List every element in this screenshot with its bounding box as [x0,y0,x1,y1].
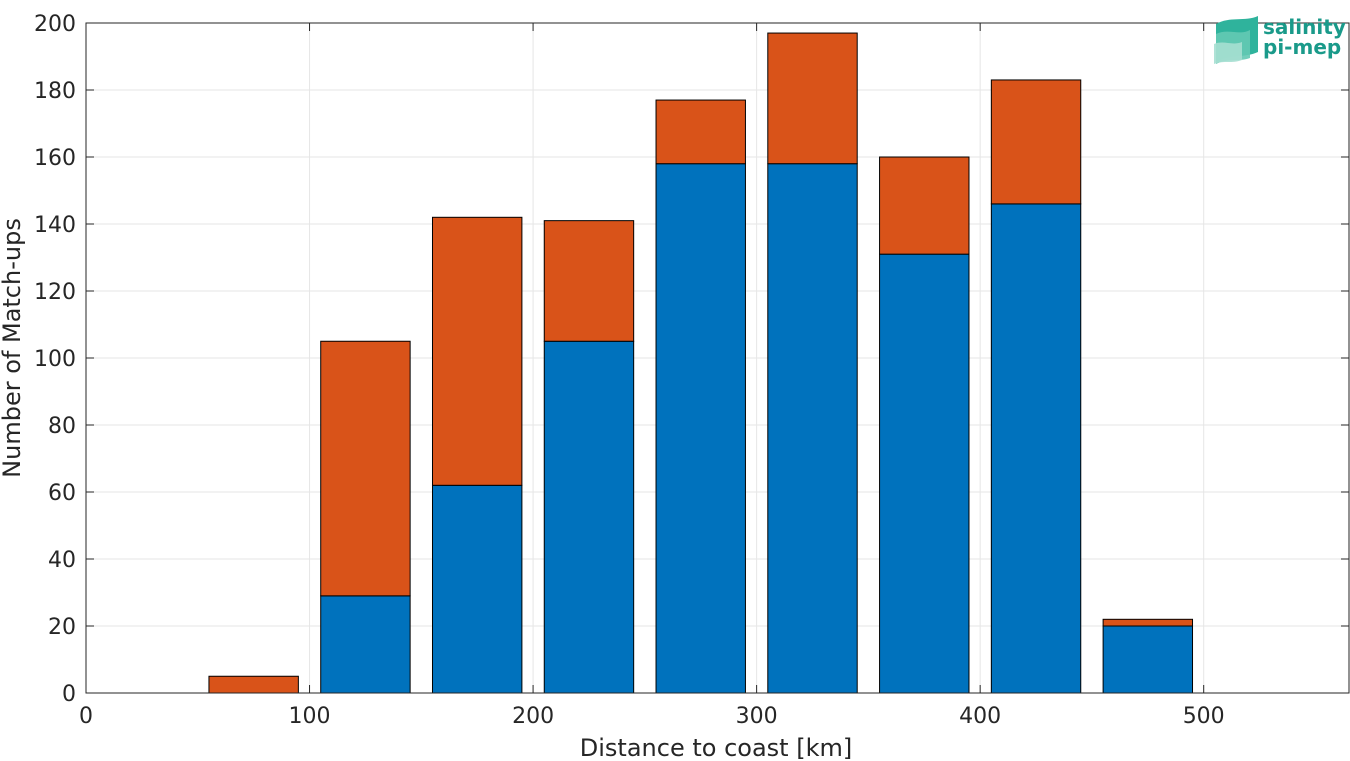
y-tick-label-40: 40 [48,548,76,573]
x-axis-label: Distance to coast [km] [580,734,852,761]
axes [85,22,1350,694]
x-tick-label-100: 100 [289,704,331,729]
y-axis-label: Number of Match-ups [0,218,26,478]
logo-line2: pi-mep [1263,35,1341,59]
bars [208,32,1194,694]
y-tick-label-100: 100 [34,347,76,372]
bar-series1-275 [655,163,746,694]
waves-icon [1214,16,1258,64]
bar-series1-175 [431,484,523,694]
bar-series1-125 [320,595,411,694]
bar-series2-325 [767,32,858,165]
y-tick-label-120: 120 [34,280,76,305]
bar-series2-225 [543,220,635,342]
logo-line1: salinity [1263,15,1346,39]
bar-series2-375 [879,156,970,255]
y-tick-label-160: 160 [34,146,76,171]
y-tick-label-80: 80 [48,414,76,439]
y-tick-label-0: 0 [62,682,76,707]
bar-series1-225 [543,340,635,694]
bar-series1-325 [767,163,858,694]
x-tick-label-500: 500 [1183,704,1225,729]
x-tick-label-400: 400 [959,704,1001,729]
x-tick-label-300: 300 [736,704,778,729]
bar-series2-75 [208,675,299,694]
bar-series2-125 [320,340,411,597]
x-tick-label-200: 200 [512,704,554,729]
bar-series2-425 [990,79,1082,205]
bar-series2-475 [1102,618,1194,627]
salinity-pi-mep-logo: salinity pi-mep [1214,15,1346,64]
y-tick-label-140: 140 [34,213,76,238]
bar-series1-475 [1102,625,1194,694]
y-tick-label-180: 180 [34,79,76,104]
bar-series2-175 [431,216,523,486]
x-tick-label-0: 0 [79,704,93,729]
y-tick-label-200: 200 [34,12,76,37]
y-tick-label-20: 20 [48,615,76,640]
bar-series1-425 [990,203,1082,694]
bar-series2-275 [655,99,746,165]
y-tick-label-60: 60 [48,481,76,506]
bar-series1-375 [879,253,970,694]
tick-labels: 0 20 40 60 80 100 120 140 160 180 200 0 100 200 300 400… [34,12,1225,729]
